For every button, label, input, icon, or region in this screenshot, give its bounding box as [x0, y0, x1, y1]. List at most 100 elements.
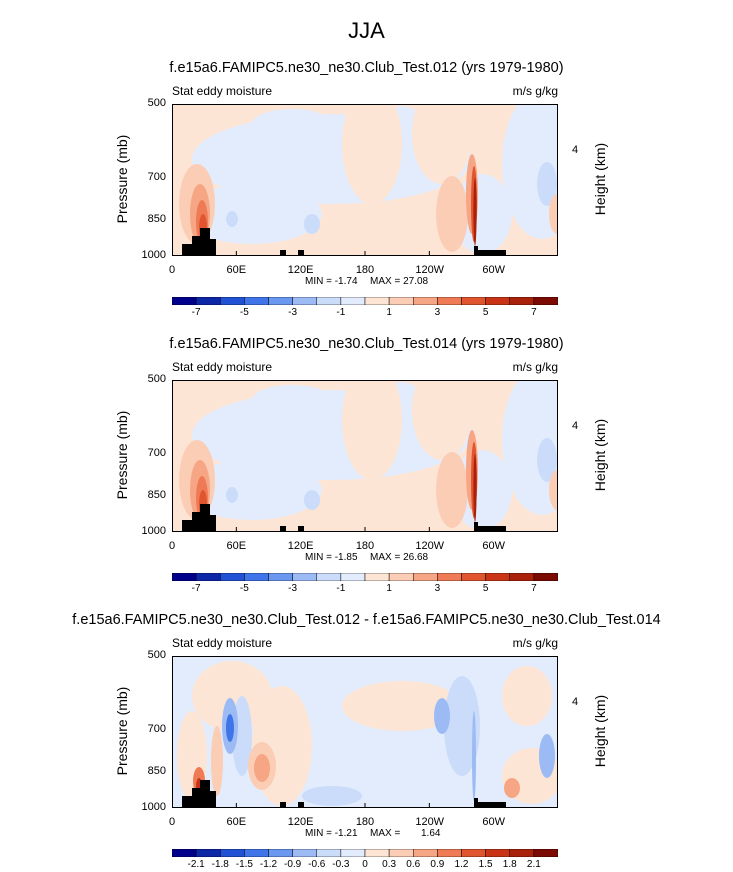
y-tick-label: 1000 — [141, 249, 166, 261]
contour-blob — [472, 711, 476, 801]
x-tick-label: 120W — [415, 264, 445, 276]
units-label: m/s g/kg — [512, 360, 558, 374]
land-mask — [280, 526, 286, 532]
contour-blob — [226, 487, 238, 503]
x-tick-label: 180 — [355, 540, 375, 552]
y-tick-label: 500 — [147, 373, 166, 385]
colorbar-swatch — [388, 573, 414, 581]
land-mask — [182, 796, 192, 808]
colorbar-label: 1.5 — [478, 859, 493, 870]
contour-blob — [502, 666, 552, 726]
x-tick-label: 60W — [482, 816, 505, 828]
colorbar-label: -1.8 — [211, 859, 229, 870]
colorbar-swatch — [509, 849, 535, 857]
max-label: MAX = 27.08 — [370, 276, 429, 287]
contour-blob — [436, 176, 468, 252]
x-tick-label: 0 — [168, 816, 176, 828]
colorbar-label: -5 — [239, 307, 249, 318]
colorbar-label: -1.5 — [235, 859, 253, 870]
colorbar-label: 5 — [482, 583, 489, 594]
colorbar — [172, 849, 558, 857]
x-tick-label: 60W — [482, 264, 505, 276]
contour-blob — [549, 194, 558, 234]
y-axis-right-label: Height (km) — [592, 694, 608, 768]
min-label: MIN = -1.85 — [305, 552, 358, 563]
colorbar-label: -3 — [288, 307, 298, 318]
colorbar-swatch — [485, 573, 510, 581]
x-tick-label: 60E — [226, 264, 247, 276]
y-axis-right-label: Height (km) — [592, 142, 608, 216]
panel-title: f.e15a6.FAMIPC5.ne30_ne30.Club_Test.012 … — [72, 612, 661, 628]
contour-blob — [182, 184, 322, 244]
x-tick-label: 120E — [287, 540, 314, 552]
colorbar-label: 1.8 — [502, 859, 517, 870]
contour-blob — [304, 490, 320, 510]
colorbar-swatch — [195, 849, 221, 857]
colorbar-swatch — [340, 297, 366, 305]
units-label: m/s g/kg — [512, 636, 558, 650]
contour-fields — [172, 656, 558, 808]
colorbar — [172, 297, 558, 305]
x-tick-label: 60E — [226, 540, 247, 552]
colorbar-swatch — [485, 849, 510, 857]
page-title: JJA — [348, 18, 385, 43]
contour-blob — [342, 104, 402, 204]
contour-blob — [342, 681, 462, 731]
contour-plot — [172, 104, 558, 256]
y-tick-label: 850 — [147, 765, 166, 778]
colorbar-label: 3 — [434, 583, 441, 594]
contour-blob — [304, 214, 320, 234]
colorbar-label: -0.3 — [332, 859, 350, 870]
y-tick-label: 700 — [147, 722, 166, 735]
contour-blob — [502, 104, 558, 239]
land-mask — [474, 798, 478, 808]
colorbar-swatch — [533, 849, 558, 857]
land-mask — [192, 236, 200, 256]
land-mask — [210, 515, 216, 532]
x-tick-label: 120W — [415, 540, 445, 552]
land-mask — [478, 802, 506, 808]
colorbar-label: -1.2 — [259, 859, 278, 870]
contour-blob — [502, 380, 558, 515]
panel-title: f.e15a6.FAMIPC5.ne30_ne30.Club_Test.014 … — [169, 336, 564, 352]
colorbar-label: -0.6 — [308, 859, 326, 870]
contour-fields — [172, 380, 558, 532]
contour-blob — [537, 162, 557, 206]
colorbar-swatch — [268, 297, 293, 305]
contour-blob — [342, 380, 402, 480]
colorbar-swatch — [437, 849, 462, 857]
land-mask — [280, 802, 286, 808]
colorbar-label: 5 — [482, 307, 489, 318]
colorbar-swatch — [533, 573, 558, 581]
x-tick-label: 60W — [482, 540, 505, 552]
contour-blob — [182, 460, 322, 520]
land-mask — [478, 526, 506, 532]
y-tick-label: 700 — [147, 170, 166, 183]
land-mask — [474, 522, 478, 532]
y-tick-label: 500 — [147, 97, 166, 109]
colorbar-label: -0.9 — [284, 859, 302, 870]
colorbar-swatch — [461, 297, 486, 305]
colorbar-label: 1 — [386, 307, 392, 318]
land-mask — [182, 520, 192, 532]
colorbar-swatch — [292, 573, 317, 581]
colorbar-label: -1 — [336, 307, 346, 318]
land-mask — [200, 504, 210, 532]
min-label: MIN = -1.74 — [305, 276, 358, 287]
colorbar-label: 0.9 — [430, 859, 445, 870]
contour-blob — [444, 676, 480, 776]
units-label: m/s g/kg — [512, 84, 558, 98]
field-label: Stat eddy moisture — [172, 360, 273, 374]
colorbar-swatch — [340, 573, 366, 581]
max-label: MAX = 26.68 — [370, 552, 429, 563]
land-mask — [280, 250, 286, 256]
colorbar-swatch — [316, 849, 342, 857]
contour-blob — [412, 380, 472, 460]
contour-blob — [539, 734, 555, 778]
colorbar-swatch — [244, 849, 269, 857]
land-mask — [478, 250, 506, 256]
contour-blob — [302, 786, 362, 806]
colorbar-swatch — [364, 297, 390, 305]
land-mask — [210, 239, 216, 256]
y-tick-label: 700 — [147, 446, 166, 459]
